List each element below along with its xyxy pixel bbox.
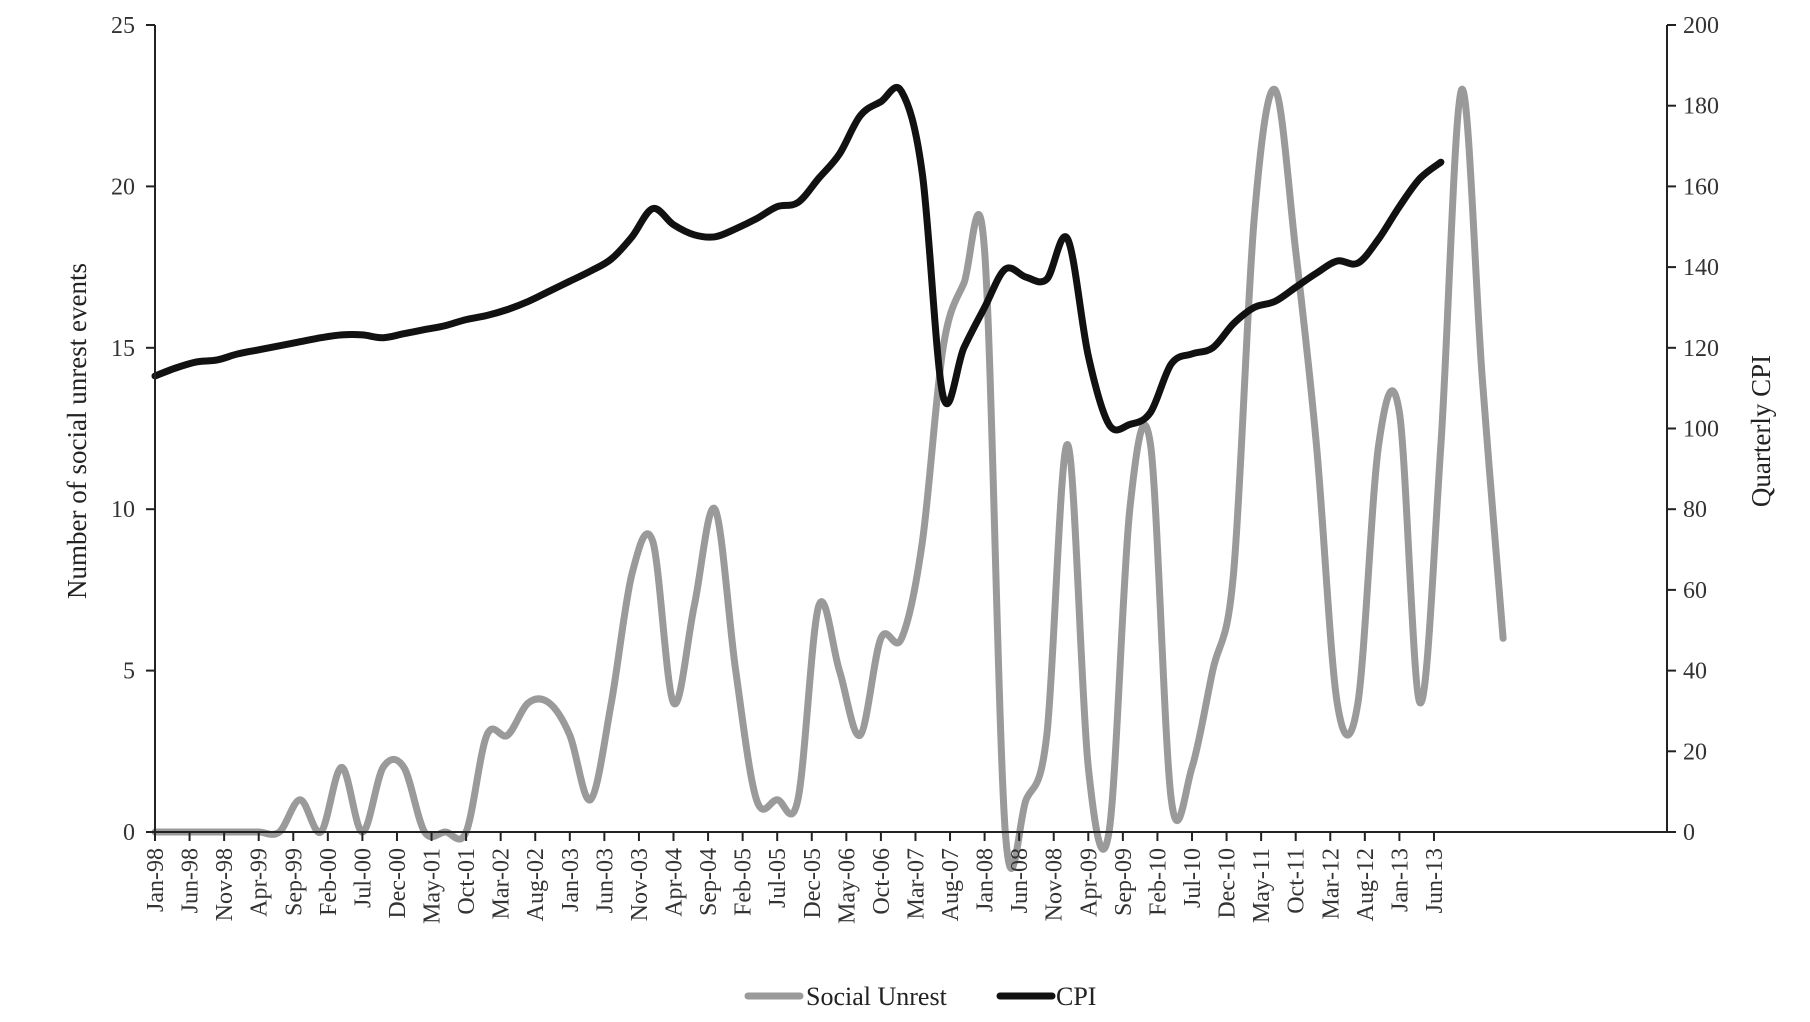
x-tick-label: Dec-10 [1215,848,1241,919]
x-tick-label: Apr-09 [1076,848,1102,917]
x-tick-label: May-01 [420,848,446,924]
left-y-axis-ticks: 0 5 10 15 20 25 [111,13,155,846]
x-tick-label: Oct-01 [454,848,480,915]
right-y-tick-label: 40 [1683,659,1707,685]
x-tick-label: Mar-07 [903,848,929,920]
x-tick-label: Sep-09 [1111,848,1137,916]
x-tick-label: Apr-99 [247,848,273,917]
plot-lines [151,83,1507,872]
x-tick-label: Nov-98 [212,848,238,921]
x-tick-label: Feb-05 [731,848,757,916]
x-tick-label: Oct-11 [1284,848,1310,914]
left-y-tick-label: 10 [111,497,135,523]
right-y-tick-label: 200 [1683,13,1719,39]
right-y-tick-label: 100 [1683,417,1719,443]
x-tick-label: Aug-12 [1353,848,1379,921]
right-y-axis-ticks: 0 20 40 60 80 100 120 140 160 180 200 [1667,13,1719,846]
x-tick-label: Nov-08 [1042,848,1068,921]
right-y-tick-label: 80 [1683,497,1707,523]
left-y-axis-title: Number of social unrest events [62,263,92,599]
left-y-tick-label: 5 [123,659,135,685]
x-tick-label: Nov-03 [627,848,653,921]
right-y-tick-label: 140 [1683,255,1719,281]
right-y-tick-label: 180 [1683,94,1719,120]
x-tick-label: Jan-08 [973,848,999,912]
right-y-tick-label: 0 [1683,820,1695,846]
x-tick-label: Jun-13 [1422,848,1448,913]
x-tick-label: Jun-98 [178,848,204,913]
x-tick-label: Jan-03 [558,848,584,912]
x-tick-label: Jul-10 [1180,848,1206,908]
x-tick-label: Dec-00 [385,848,411,919]
legend-label-cpi: CPI [1056,982,1096,1011]
series-line-cpi [151,83,1445,434]
legend-label-social-unrest: Social Unrest [806,982,948,1011]
x-tick-label: Aug-02 [523,848,549,921]
left-y-tick-label: 0 [123,820,135,846]
x-tick-label: Oct-06 [869,848,895,915]
x-tick-label: Jul-05 [765,848,791,908]
x-axis-ticks: Jan-98 Jun-98 Nov-98 Apr-99 Sep-99 Feb-00 Jul-… [143,832,1448,924]
x-tick-label: May-11 [1249,848,1275,923]
x-tick-label: Apr-04 [662,848,688,917]
right-y-tick-label: 20 [1683,739,1707,765]
x-tick-label: Aug-07 [938,848,964,921]
x-tick-label: Jan-13 [1387,848,1413,912]
x-tick-label: Mar-12 [1318,848,1344,920]
left-y-tick-label: 20 [111,174,135,200]
left-y-tick-label: 15 [111,336,135,362]
right-y-tick-label: 160 [1683,174,1719,200]
x-tick-label: May-06 [834,848,860,924]
x-tick-label: Feb-10 [1145,848,1171,916]
series-line-social-unrest [151,85,1507,872]
x-tick-label: Sep-04 [696,848,722,916]
right-y-tick-label: 120 [1683,336,1719,362]
x-tick-label: Dec-05 [800,848,826,919]
left-y-tick-label: 25 [111,13,135,39]
x-tick-label: Jun-08 [1007,848,1033,913]
x-tick-label: Jun-03 [592,848,618,913]
x-tick-label: Mar-02 [489,848,515,920]
x-tick-label: Feb-00 [316,848,342,916]
x-tick-label: Jan-98 [143,848,169,912]
right-y-tick-label: 60 [1683,578,1707,604]
x-tick-label: Jul-00 [350,848,376,908]
right-y-axis-title: Quarterly CPI [1746,355,1776,507]
legend: Social Unrest CPI [744,982,1096,1011]
x-tick-label: Sep-99 [281,848,307,916]
